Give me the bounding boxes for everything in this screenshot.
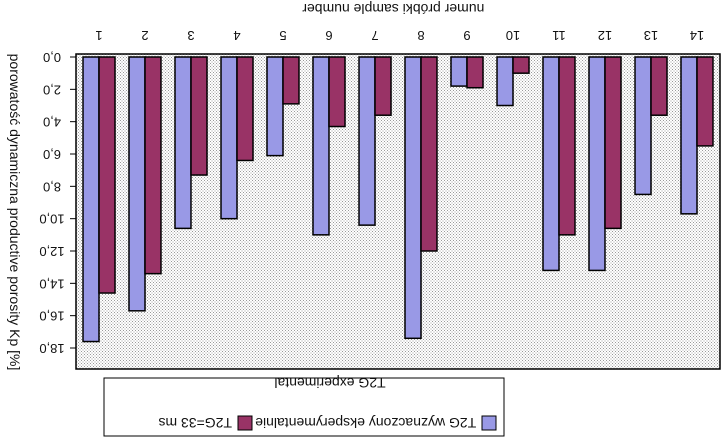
x-tick-label: 8 xyxy=(417,28,424,43)
x-tick-label: 5 xyxy=(279,28,286,43)
bar-experimental-10 xyxy=(496,56,514,107)
legend-label-experimental: T2G wyznaczony eksperymentalnie xyxy=(255,415,476,431)
y-tick-label: 0,0 xyxy=(43,50,61,65)
legend-swatch-experimental xyxy=(481,415,497,431)
y-tick-label: 18,0 xyxy=(39,341,64,356)
bar-experimental-2 xyxy=(128,56,146,312)
bar-t2g-33ms-6 xyxy=(328,56,346,128)
bar-experimental-4 xyxy=(220,56,238,220)
x-tick-label: 1 xyxy=(95,28,102,43)
x-tick-label: 12 xyxy=(598,28,612,43)
bar-t2g-33ms-1 xyxy=(98,56,116,294)
y-tick-label: 4,0 xyxy=(43,115,61,130)
bar-experimental-7 xyxy=(358,56,376,226)
bar-experimental-1 xyxy=(82,56,100,343)
bar-experimental-9 xyxy=(450,56,468,87)
bar-experimental-13 xyxy=(634,56,652,196)
x-tick-label: 9 xyxy=(463,28,470,43)
x-tick-label: 13 xyxy=(644,28,658,43)
bar-experimental-12 xyxy=(588,56,606,272)
y-tick-label: 8,0 xyxy=(43,179,61,194)
x-tick-label: 4 xyxy=(233,28,240,43)
bar-experimental-11 xyxy=(542,56,560,272)
legend-box xyxy=(103,377,505,437)
y-axis-title: porowatość dynamiczna productive porosit… xyxy=(7,54,23,371)
bar-t2g-33ms-3 xyxy=(190,56,208,176)
x-tick-labels: 1 2 3 4 5 6 7 8 9 10 11 12 13 14 xyxy=(95,28,704,43)
bar-t2g-33ms-11 xyxy=(558,56,576,236)
y-tick-label: 12,0 xyxy=(39,244,64,259)
y-tick-label: 14,0 xyxy=(39,276,64,291)
legend: T2G experimental T2G wyznaczony eksperym… xyxy=(103,375,505,437)
bar-t2g-33ms-14 xyxy=(696,56,714,147)
y-tick-label: 6,0 xyxy=(43,147,61,162)
bar-experimental-5 xyxy=(266,56,284,157)
x-tick-label: 14 xyxy=(690,28,704,43)
x-tick-label: 6 xyxy=(325,28,332,43)
x-tick-label: 7 xyxy=(371,28,378,43)
bar-t2g-33ms-10 xyxy=(512,56,530,74)
bar-experimental-3 xyxy=(174,56,192,230)
bar-t2g-33ms-12 xyxy=(604,56,622,230)
y-tick-label: 16,0 xyxy=(39,309,64,324)
bar-experimental-14 xyxy=(680,56,698,215)
y-tick-label: 10,0 xyxy=(39,212,64,227)
bar-experimental-6 xyxy=(312,56,330,236)
bar-t2g-33ms-8 xyxy=(420,56,438,252)
plot-area xyxy=(75,53,721,370)
bar-t2g-33ms-9 xyxy=(466,56,484,89)
x-axis-title: numer próbki sample number xyxy=(302,1,484,17)
bar-t2g-33ms-4 xyxy=(236,56,254,162)
x-tick-label: 2 xyxy=(141,28,148,43)
y-tick-label: 2,0 xyxy=(43,82,61,97)
x-tick-label: 11 xyxy=(552,28,566,43)
bar-t2g-33ms-2 xyxy=(144,56,162,275)
legend-label-33ms: T2G=33 ms xyxy=(158,415,232,431)
legend-swatch-33ms xyxy=(237,415,253,431)
bar-group xyxy=(82,56,714,343)
y-tick-labels: 0,0 2,0 4,0 6,0 8,0 10,0 12,0 14,0 16,0 18,0 xyxy=(39,50,76,356)
legend-title: T2G experimental xyxy=(274,375,385,391)
x-tick-label: 10 xyxy=(506,28,520,43)
bar-t2g-33ms-7 xyxy=(374,56,392,116)
bar-t2g-33ms-5 xyxy=(282,56,300,105)
bar-experimental-8 xyxy=(404,56,422,340)
x-tick-label: 3 xyxy=(187,28,194,43)
bar-t2g-33ms-13 xyxy=(650,56,668,116)
